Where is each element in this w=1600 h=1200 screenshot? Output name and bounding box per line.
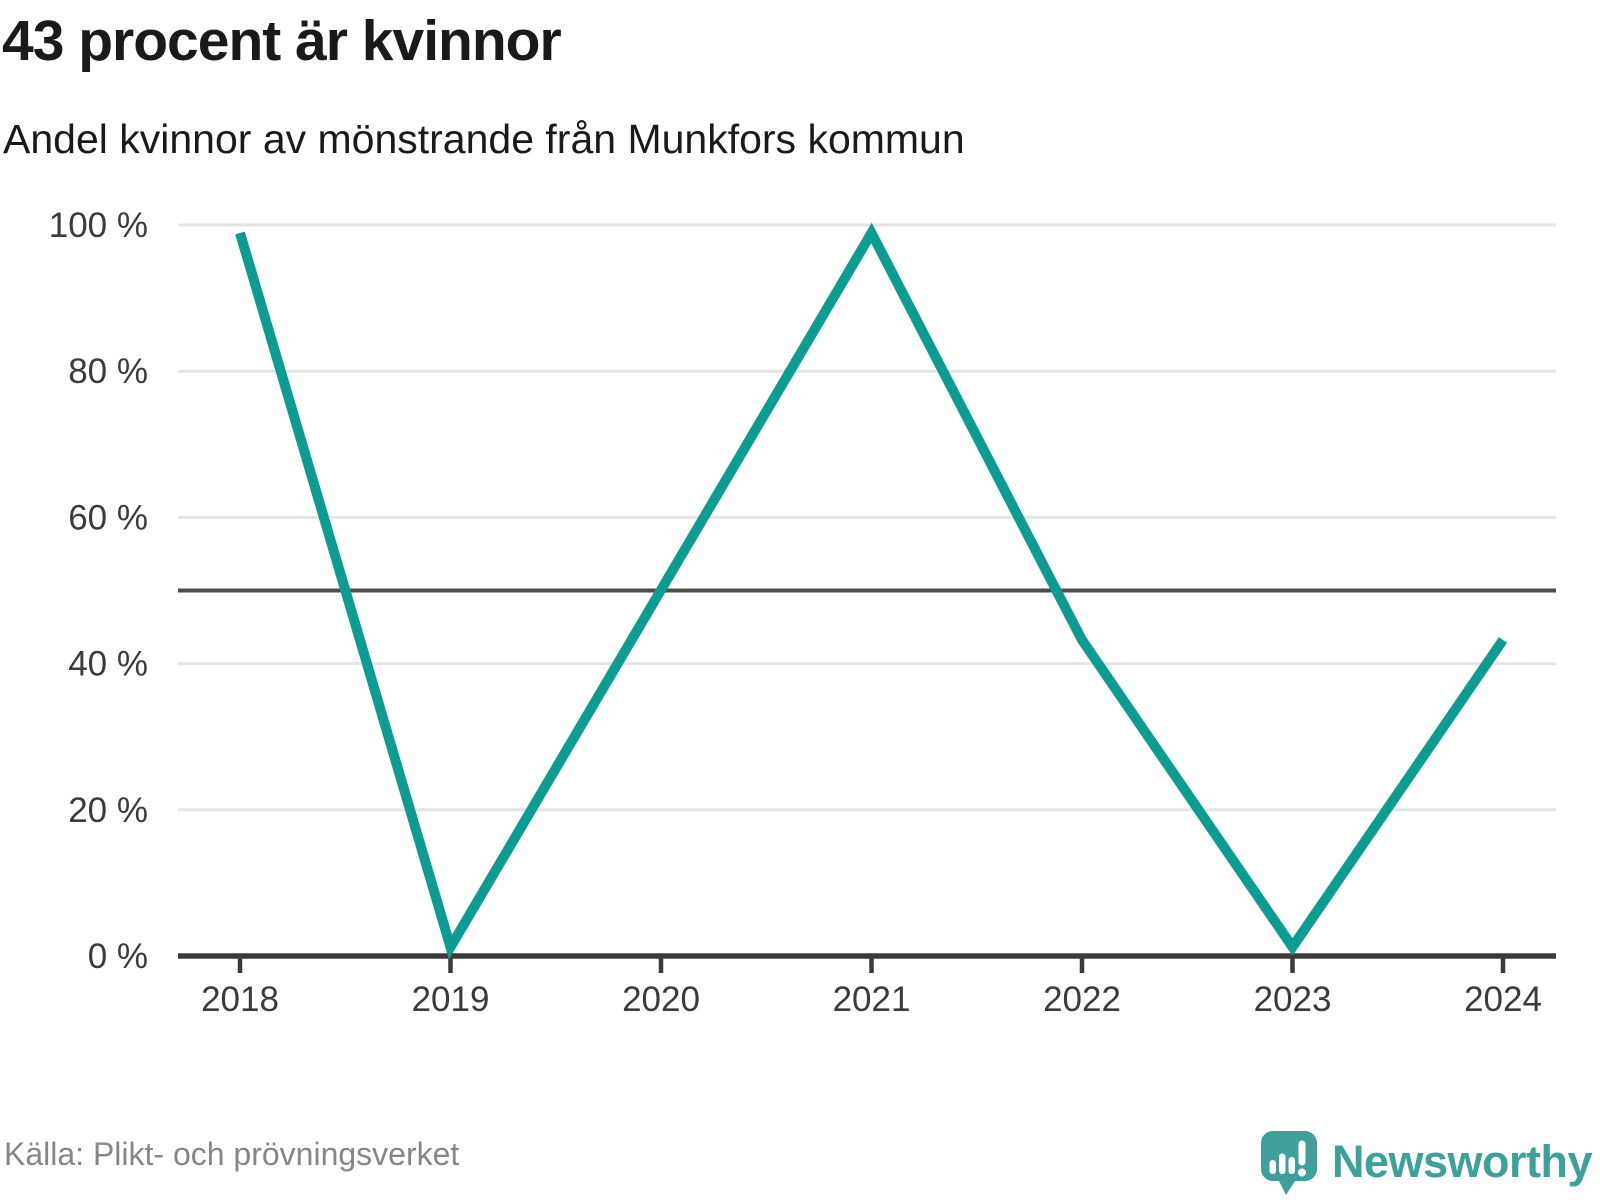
x-tick-label-2019: 2019: [412, 980, 490, 1019]
chart-subtitle: Andel kvinnor av mönstrande från Munkfor…: [3, 116, 965, 162]
y-tick-label-40: 40 %: [68, 645, 148, 684]
x-tick-label-2023: 2023: [1254, 980, 1332, 1019]
logo-bar-2: [1278, 1153, 1286, 1174]
y-tick-label-100: 100 %: [49, 206, 148, 245]
newsworthy-logo-icon: [1260, 1131, 1317, 1195]
logo-exclamation-bar: [1298, 1140, 1306, 1166]
y-tick-label-0: 0 %: [88, 937, 148, 976]
logo-bar-3: [1288, 1157, 1295, 1174]
y-tick-label-60: 60 %: [68, 498, 148, 537]
data-line: [235, 222, 1508, 960]
x-tick-label-2020: 2020: [622, 980, 700, 1019]
x-tick-label-2022: 2022: [1043, 980, 1121, 1019]
x-tick-label-2018: 2018: [201, 980, 279, 1019]
x-tick-label-2021: 2021: [833, 980, 911, 1019]
source-note: Källa: Plikt- och prövningsverket: [4, 1136, 460, 1172]
logo-exclamation-dot: [1297, 1168, 1306, 1177]
logo-bar-1: [1269, 1160, 1276, 1174]
x-tick-label-2024: 2024: [1464, 980, 1542, 1019]
y-tick-label-80: 80 %: [68, 352, 148, 391]
y-tick-label-20: 20 %: [68, 791, 148, 830]
newsworthy-logo: Newsworthy: [1260, 1131, 1593, 1197]
chart-title: 43 procent är kvinnor: [2, 9, 562, 73]
newsworthy-logo-text: Newsworthy: [1331, 1136, 1593, 1187]
